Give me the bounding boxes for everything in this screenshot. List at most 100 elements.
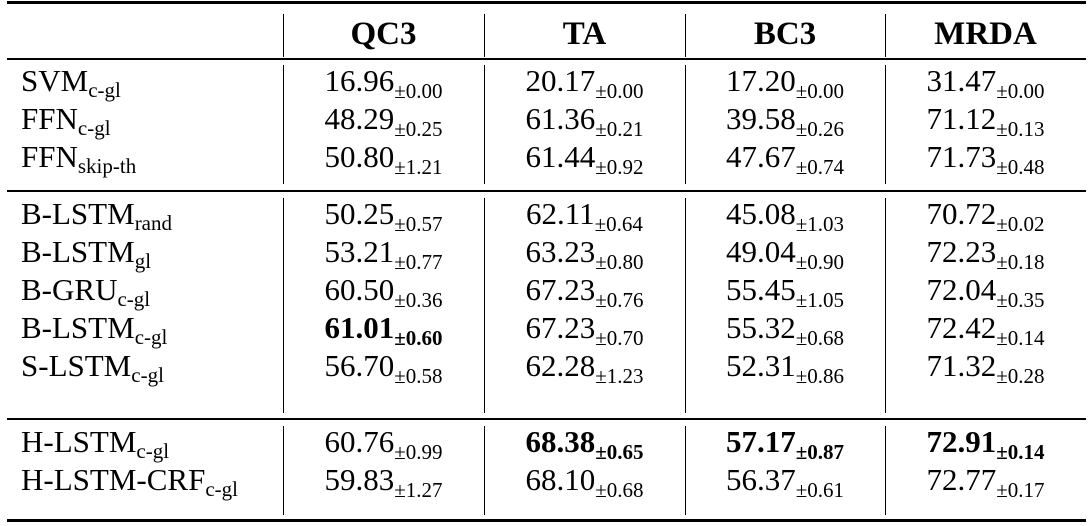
model-name-subscript: c-gl — [136, 438, 170, 463]
score-cell-mrda: 70.72 ±0.02 — [885, 195, 1086, 236]
score-cell-ta: 68.10 ±0.68 — [484, 461, 685, 502]
score-value: 62.11 — [526, 196, 595, 231]
score-std: ±0.68 — [595, 477, 644, 502]
score-std: ±0.90 — [795, 249, 845, 274]
score-cell-ta: 63.23 ±0.80 — [484, 233, 685, 274]
score-std: ±0.92 — [595, 154, 644, 179]
score-cell-ta: 62.28 ±1.23 — [484, 347, 685, 388]
score-cell-bc3: 49.04 ±0.90 — [685, 233, 885, 274]
table-row: FFN skip-th 50.80 ±1.21 61.44 ±0.92 47.67 ±0.74… — [7, 138, 1086, 179]
score-cell-mrda: 72.77 ±0.17 — [885, 461, 1086, 502]
score-std: ±0.64 — [594, 211, 643, 236]
model-name-subscript: rand — [134, 210, 173, 235]
score-value: 59.83 — [324, 462, 395, 497]
score-cell-bc3: 52.31 ±0.86 — [685, 347, 885, 388]
column-divider — [685, 14, 686, 57]
column-header-ta: TA — [562, 15, 607, 52]
score-cell-ta: 68.38 ±0.65 — [484, 423, 685, 464]
score-value: 62.28 — [525, 348, 596, 383]
table-row: B-LSTM c-gl 61.01 ±0.60 67.23 ±0.70 55.32 ±0.68… — [7, 309, 1086, 350]
score-cell-mrda: 72.42 ±0.14 — [885, 309, 1086, 350]
score-value: 56.70 — [324, 348, 395, 383]
group-rule-1 — [7, 190, 1086, 192]
model-name-subscript: c-gl — [77, 115, 111, 140]
model-name-text: B-LSTM — [21, 234, 135, 269]
score-value: 60.76 — [324, 424, 395, 459]
score-value: 50.80 — [324, 139, 395, 174]
score-std: ±0.65 — [595, 439, 644, 464]
table-row: SVM c-gl 16.96 ±0.00 20.17 ±0.00 17.20 ±0.00 31.… — [7, 62, 1086, 103]
score-value: 67.23 — [525, 272, 596, 307]
score-std: ±1.03 — [795, 211, 845, 236]
model-name-text: S-LSTM — [21, 348, 132, 383]
score-std: ±0.74 — [795, 154, 845, 179]
score-std: ±0.86 — [795, 363, 845, 388]
model-name-subscript: gl — [134, 248, 152, 273]
score-cell-ta: 61.44 ±0.92 — [484, 138, 685, 179]
model-name: FFN c-gl — [21, 100, 111, 140]
score-cell-bc3: 45.08 ±1.03 — [685, 195, 885, 236]
score-std: ±0.00 — [996, 78, 1045, 103]
score-value: 49.04 — [725, 234, 796, 269]
score-cell-bc3: 55.32 ±0.68 — [685, 309, 885, 350]
header-rule — [7, 58, 1086, 60]
score-cell-qc3: 50.25 ±0.57 — [283, 195, 484, 236]
score-cell-qc3: 61.01 ±0.60 — [283, 309, 484, 350]
score-std: ±0.60 — [394, 325, 443, 350]
score-std: ±0.57 — [394, 211, 443, 236]
score-cell-bc3: 17.20 ±0.00 — [685, 62, 885, 103]
score-value: 56.37 — [725, 462, 796, 497]
column-divider — [885, 198, 886, 413]
model-name: B-LSTM rand — [21, 195, 173, 235]
score-value: 72.23 — [926, 234, 997, 269]
score-cell-qc3: 60.76 ±0.99 — [283, 423, 484, 464]
score-value: 45.08 — [725, 196, 796, 231]
score-value: 50.25 — [324, 196, 395, 231]
score-value: 47.67 — [725, 139, 796, 174]
score-std: ±0.14 — [996, 325, 1045, 350]
top-rule — [7, 1, 1086, 4]
score-std: ±0.21 — [595, 116, 644, 141]
score-std: ±1.05 — [795, 287, 845, 312]
column-divider — [283, 65, 284, 184]
score-cell-qc3: 60.50 ±0.36 — [283, 271, 484, 312]
score-std: ±0.25 — [394, 116, 443, 141]
score-value: 52.31 — [725, 348, 796, 383]
score-value: 48.29 — [324, 101, 395, 136]
score-value: 20.17 — [525, 63, 596, 98]
score-cell-qc3: 56.70 ±0.58 — [283, 347, 484, 388]
score-std: ±0.18 — [996, 249, 1045, 274]
table-row: B-GRU c-gl 60.50 ±0.36 67.23 ±0.76 55.45 ±1.05 7… — [7, 271, 1086, 312]
score-std: ±0.58 — [394, 363, 443, 388]
column-header-bc3: BC3 — [753, 15, 817, 52]
score-std: ±1.21 — [394, 154, 443, 179]
column-divider — [685, 198, 686, 413]
column-divider — [885, 426, 886, 515]
score-value: 53.21 — [324, 234, 395, 269]
score-value: 55.45 — [725, 272, 796, 307]
score-cell-qc3: 16.96 ±0.00 — [283, 62, 484, 103]
score-std: ±1.23 — [595, 363, 644, 388]
score-std: ±0.35 — [996, 287, 1045, 312]
score-cell-mrda: 71.32 ±0.28 — [885, 347, 1086, 388]
score-cell-qc3: 59.83 ±1.27 — [283, 461, 484, 502]
score-std: ±0.99 — [394, 439, 443, 464]
score-std: ±0.00 — [394, 78, 443, 103]
score-value: 63.23 — [525, 234, 596, 269]
score-cell-mrda: 71.73 ±0.48 — [885, 138, 1086, 179]
score-std: ±0.17 — [996, 477, 1045, 502]
score-cell-ta: 20.17 ±0.00 — [484, 62, 685, 103]
model-name: SVM c-gl — [21, 62, 121, 102]
score-value: 70.72 — [926, 196, 997, 231]
score-value: 71.12 — [926, 101, 997, 136]
model-name: B-LSTM c-gl — [21, 309, 167, 349]
bottom-rule — [7, 519, 1086, 522]
score-cell-mrda: 71.12 ±0.13 — [885, 100, 1086, 141]
score-value: 71.73 — [926, 139, 997, 174]
table-row: H-LSTM c-gl 60.76 ±0.99 68.38 ±0.65 57.17 ±0.87… — [7, 423, 1086, 464]
group-rule-2 — [7, 418, 1086, 420]
score-value: 71.32 — [926, 348, 997, 383]
score-cell-ta: 67.23 ±0.76 — [484, 271, 685, 312]
model-name-text: B-GRU — [21, 272, 118, 307]
score-std: ±0.14 — [996, 439, 1045, 464]
